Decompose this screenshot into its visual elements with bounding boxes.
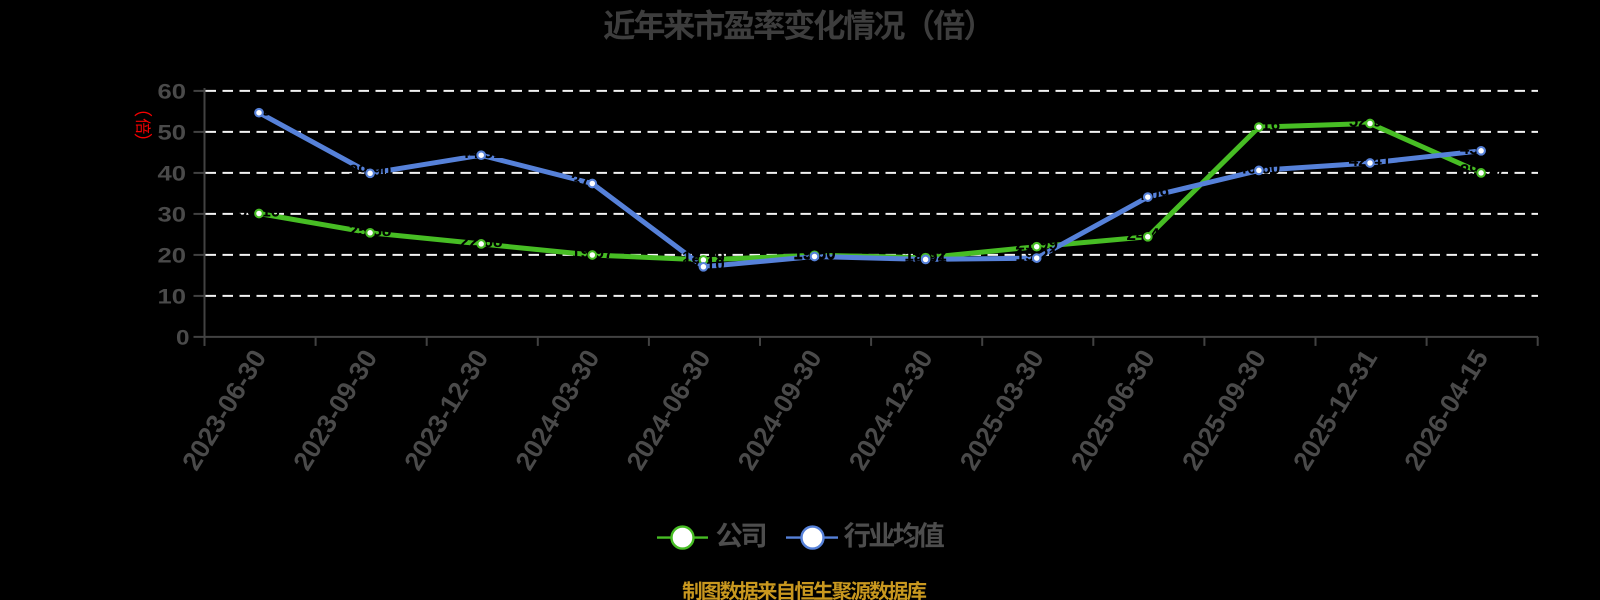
svg-text:0: 0: [176, 326, 190, 349]
svg-text:60: 60: [158, 80, 187, 103]
svg-text:20: 20: [158, 244, 187, 267]
svg-text:30: 30: [158, 203, 187, 226]
svg-text:50: 50: [158, 121, 187, 144]
svg-text:40: 40: [158, 162, 187, 185]
svg-text:10: 10: [158, 285, 187, 308]
